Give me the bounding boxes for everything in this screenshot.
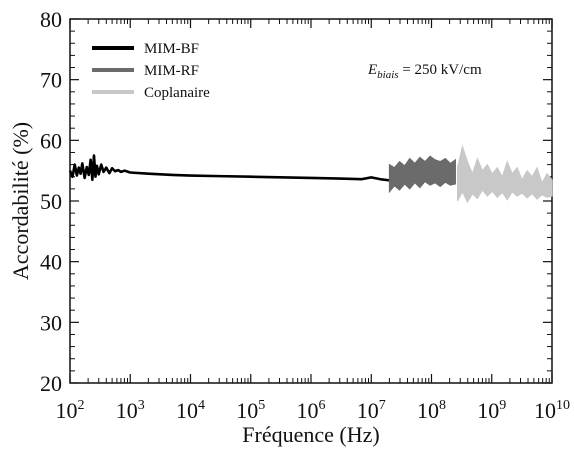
y-tick-label: 50 xyxy=(40,189,62,214)
legend-label-coplanaire: Coplanaire xyxy=(144,85,210,101)
y-tick-label: 80 xyxy=(40,7,62,32)
x-tick-label: 104 xyxy=(176,398,205,423)
bias-field-annotation: Ebiais = 250 kV/cm xyxy=(367,62,482,81)
annotation-value: = 250 kV/cm xyxy=(399,62,482,78)
y-tick-label: 70 xyxy=(40,68,62,93)
series-layer xyxy=(68,144,553,204)
x-tick-label: 1010 xyxy=(534,398,570,423)
annotation-symbol: E xyxy=(367,62,377,78)
x-tick-label: 109 xyxy=(477,398,506,423)
legend-label-mim-rf: MIM-RF xyxy=(144,63,199,79)
y-tick-labels: 20 30 40 50 60 70 80 xyxy=(40,7,62,396)
x-tick-label: 103 xyxy=(116,398,145,423)
ticks xyxy=(69,18,553,384)
y-axis-title: Accordabilité (%) xyxy=(8,122,33,280)
y-tick-label: 60 xyxy=(40,128,62,153)
annotation-subscript: biais xyxy=(377,69,398,81)
series-line-mim-bf xyxy=(68,154,390,182)
y-tick-label: 20 xyxy=(40,371,62,396)
x-tick-label: 106 xyxy=(297,398,326,423)
series-band-coplanaire xyxy=(456,144,553,204)
y-tick-label: 30 xyxy=(40,310,62,335)
x-tick-label: 105 xyxy=(236,398,265,423)
x-tick-label: 108 xyxy=(417,398,446,423)
legend: MIM-BF MIM-RF Coplanaire xyxy=(92,41,210,101)
x-tick-label: 107 xyxy=(357,398,386,423)
legend-label-mim-bf: MIM-BF xyxy=(144,41,199,57)
y-tick-label: 40 xyxy=(40,250,62,275)
x-tick-label: 102 xyxy=(56,398,85,423)
series-band-mim-rf xyxy=(388,155,456,194)
x-axis-title: Fréquence (Hz) xyxy=(242,422,379,447)
x-tick-labels: 102 103 104 105 106 107 108 109 1010 xyxy=(56,398,571,423)
